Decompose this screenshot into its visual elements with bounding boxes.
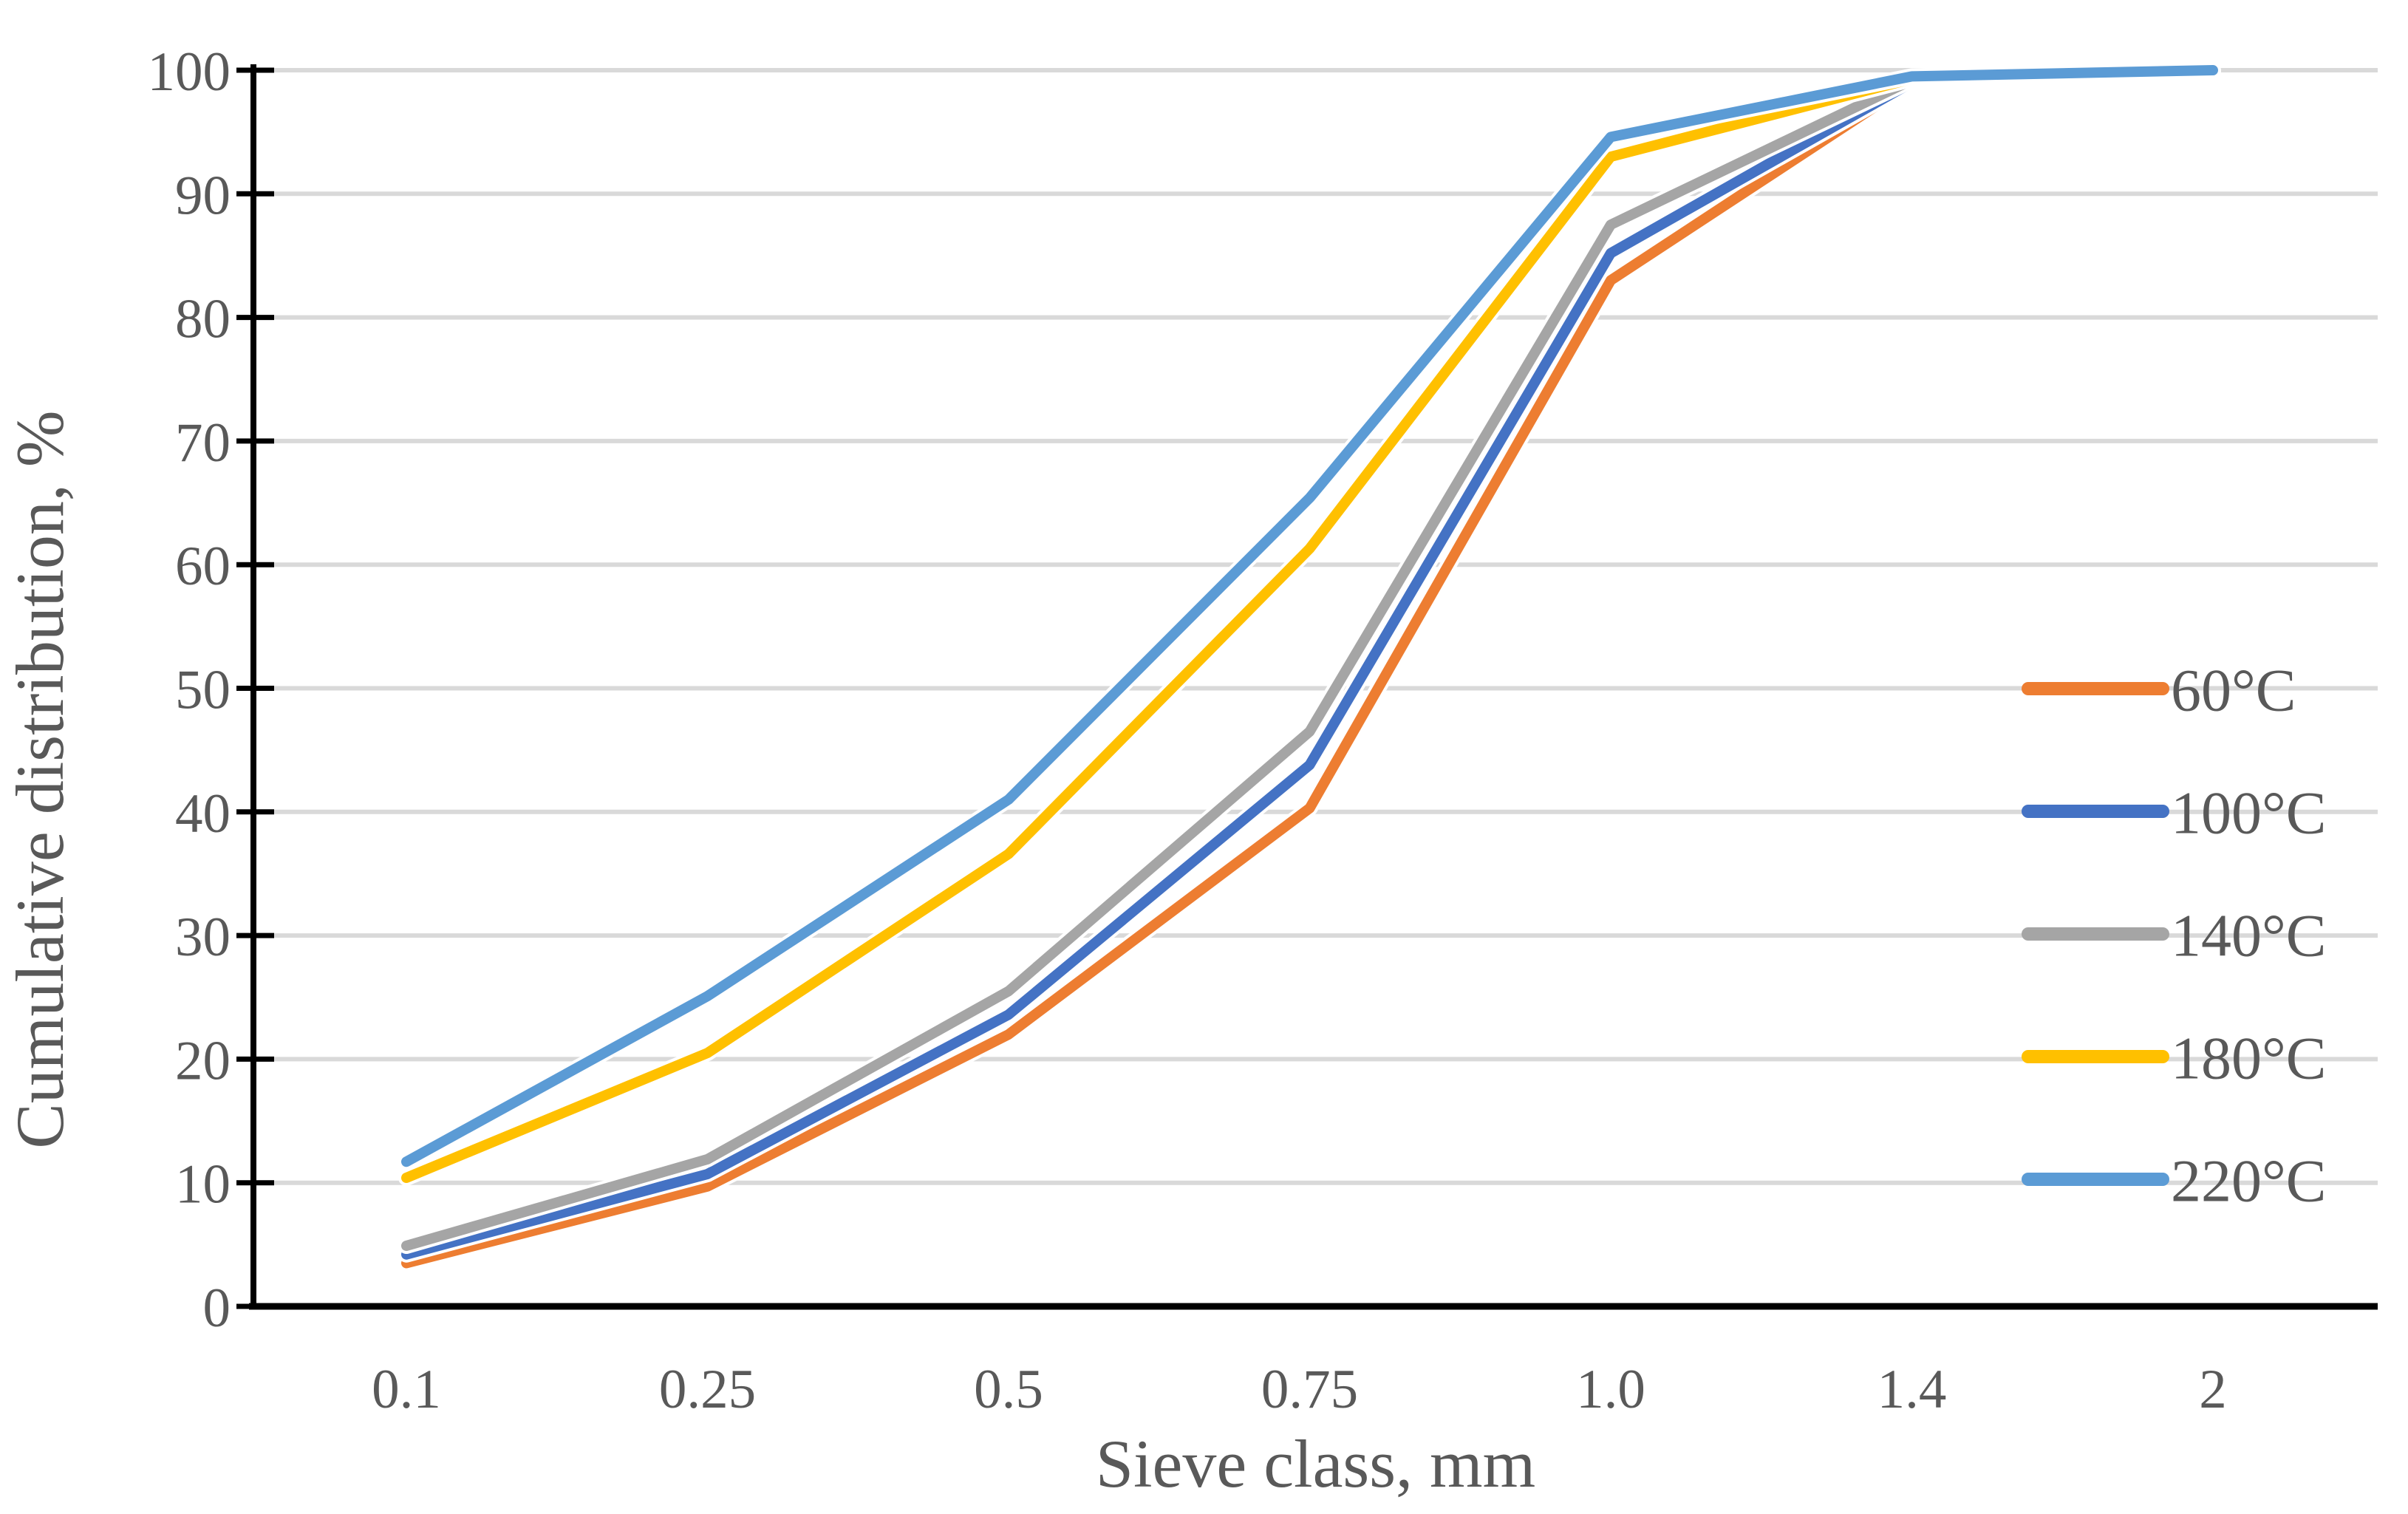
y-tick-label-0: 0 (203, 1278, 231, 1339)
y-tick-label-60: 60 (175, 536, 231, 597)
y-tick-label-10: 10 (175, 1154, 231, 1215)
series-line-60c-halo (398, 64, 2221, 1272)
series-line-220c (401, 65, 2218, 1167)
legend-item-220c-label: 220°C (2171, 1148, 2327, 1215)
x-tick-label-0.5: 0.5 (974, 1359, 1043, 1420)
legend-item-60c-label: 60°C (2171, 657, 2296, 724)
legend-item-140c-label: 140°C (2171, 902, 2327, 969)
y-tick-label-90: 90 (175, 165, 231, 226)
y-tick-label-70: 70 (175, 412, 231, 474)
x-tick-label-1.4: 1.4 (1877, 1359, 1947, 1420)
x-tick-label-0.1: 0.1 (372, 1359, 441, 1420)
y-tick-label-100: 100 (148, 41, 231, 103)
series-line-100c-halo (398, 64, 2221, 1263)
series-line-220c-halo (398, 62, 2221, 1170)
legend-item-180c-label: 180°C (2171, 1025, 2327, 1092)
y-tick-label-80: 80 (175, 289, 231, 350)
y-tick-label-40: 40 (175, 783, 231, 845)
x-tick-label-1.0: 1.0 (1576, 1359, 1645, 1420)
y-tick-label-50: 50 (175, 660, 231, 721)
y-axis-title: Cumulative distribution, % (2, 410, 78, 1148)
y-tick-label-30: 30 (175, 907, 231, 968)
series-line-100c (401, 67, 2218, 1260)
x-tick-label-0.25: 0.25 (659, 1359, 756, 1420)
series-line-60c (401, 67, 2218, 1269)
x-tick-label-2: 2 (2199, 1359, 2227, 1420)
x-tick-label-0.75: 0.75 (1261, 1359, 1358, 1420)
y-tick-label-20: 20 (175, 1030, 231, 1091)
x-axis-title: Sieve class, mm (1096, 1426, 1535, 1501)
legend-item-100c-label: 100°C (2171, 780, 2327, 847)
